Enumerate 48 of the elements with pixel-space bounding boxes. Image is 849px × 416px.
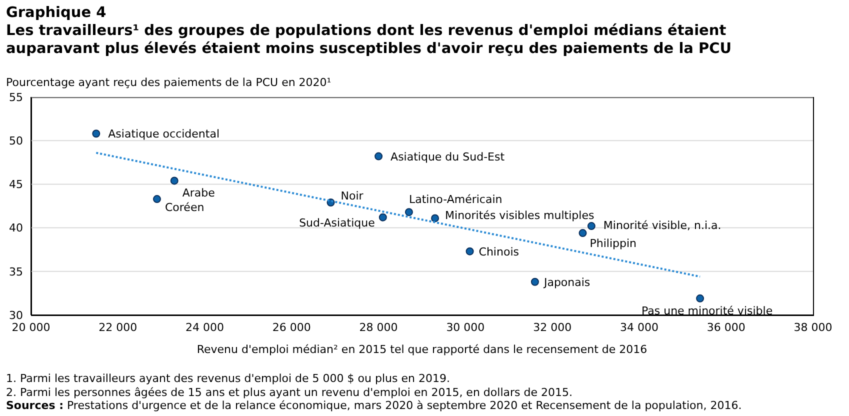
point [530, 278, 539, 286]
annotation: Arabe [182, 186, 216, 200]
annotation: Minorité visible, n.i.a. [603, 219, 722, 232]
annotation: Noir [340, 190, 364, 203]
y-tick-label: 30 [9, 308, 23, 322]
x-tick-label: 24 000 [186, 320, 224, 334]
point [578, 229, 587, 238]
annotation: Japonais [542, 276, 590, 289]
x-tick-label: 28 000 [359, 320, 398, 334]
annotation: Asiatique du Sud-Est [390, 150, 506, 164]
point [170, 176, 178, 185]
y-tick-label: 50 [9, 134, 23, 148]
chart-subtitle: Les travailleurs¹ des groupes de populations dont les revenus d'emploi médians étaient auparavant plus élevés étaient moins susceptibles d'avoir reçu des paiements de la PCU [6, 23, 732, 57]
annotation: Asiatique occidental [108, 128, 220, 141]
point [92, 130, 100, 138]
x-tick-label: 20 000 [12, 320, 50, 334]
annotation: Chinois [478, 245, 520, 258]
x-tick-label: 26 000 [272, 320, 311, 334]
point [404, 208, 413, 216]
point [587, 222, 596, 230]
chart-title: Graphique 4 [6, 5, 106, 21]
y-tick-label: 40 [9, 222, 23, 235]
point [378, 213, 387, 222]
point [466, 247, 474, 256]
annotation: Coréen [164, 201, 204, 214]
point [374, 152, 383, 160]
point [152, 195, 161, 204]
text: 1. Parmi les travailleurs ayant des revenus d'emploi de 5 000 $ ou plus en 2019. [6, 372, 450, 385]
y-axis-title: Pourcentage ayant reçu des paiements de la PCU en 2020¹ [6, 76, 332, 89]
x-tick-label: 38 000 [794, 320, 832, 334]
y-tick-label: 55 [9, 90, 23, 104]
annotation: Pas une minorité visible [641, 304, 773, 318]
text: 2. Parmi les personnes âgées de 15 ans et plus ayant un revenu d'emploi en 2015, en dollars de 2015. [6, 386, 572, 398]
annotation: Sud-Asiatique [299, 216, 376, 230]
x-tick-label: 32 000 [533, 320, 572, 334]
annotation: Minorités visibles multiples [445, 209, 594, 222]
point [431, 214, 440, 222]
x-tick-label: 34 000 [620, 320, 658, 334]
x-tick-label: 30 000 [446, 320, 485, 334]
annotation: Philippin [590, 237, 637, 250]
y-tick-label: 35 [9, 265, 23, 278]
y-tick-label: 45 [9, 178, 23, 192]
annotation: Latino-Américain [408, 193, 502, 206]
x-tick-label: 22 000 [98, 320, 138, 334]
x-tick-label: 36 000 [706, 320, 746, 334]
point [696, 294, 704, 302]
source-note: Sources : Prestations d'urgence et de la relance économique, mars 2020 à septembre 2020 et Recensement de la population, 2016. [6, 399, 742, 412]
x-axis-title: Revenu d'emploi médian² en 2015 tel que rapporté dans le recensement de 2016 [196, 343, 648, 356]
